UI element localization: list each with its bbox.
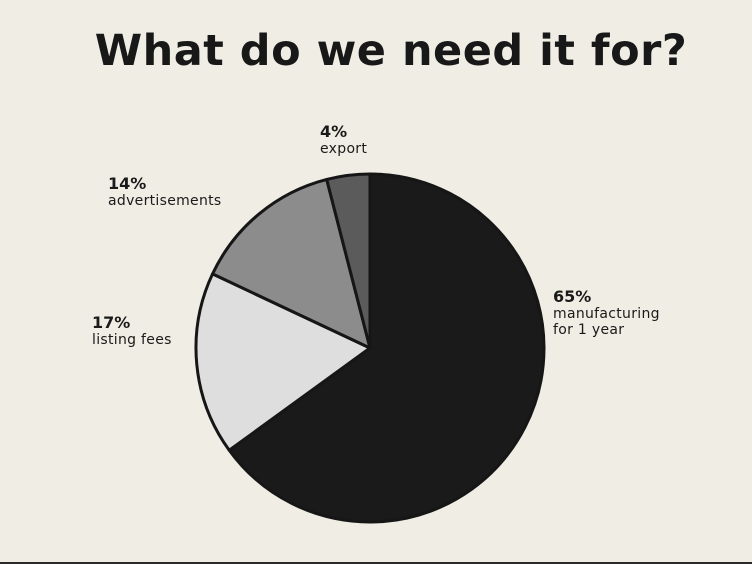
- slice-percent-advertisements: 14%: [108, 174, 147, 193]
- slice-name-listing-fees: listing fees: [92, 332, 172, 349]
- slice-name-advertisements: advertisements: [108, 193, 222, 210]
- slice-name-export: export: [320, 141, 368, 158]
- pie-slice-listing-fees: [194, 272, 372, 452]
- slice-name-manufacturing: manufacturing for 1 year: [553, 306, 660, 339]
- pie-slice-manufacturing: [227, 172, 546, 524]
- slice-label-export: 4% export: [320, 122, 368, 158]
- slice-percent-export: 4%: [320, 122, 348, 141]
- slice-percent-listing-fees: 17%: [92, 313, 131, 332]
- slice-percent-manufacturing: 65%: [553, 287, 592, 306]
- pie-slice-advertisements: [211, 177, 372, 350]
- slice-label-listing-fees: 17% listing fees: [92, 313, 172, 349]
- pie-slices: [194, 172, 546, 524]
- chart-title: What do we need it for?: [94, 26, 688, 76]
- bottom-rule: [0, 562, 752, 564]
- slice-label-manufacturing: 65% manufacturing for 1 year: [553, 287, 660, 339]
- pie-slice-export: [325, 172, 372, 350]
- slice-label-advertisements: 14% advertisements: [108, 174, 222, 210]
